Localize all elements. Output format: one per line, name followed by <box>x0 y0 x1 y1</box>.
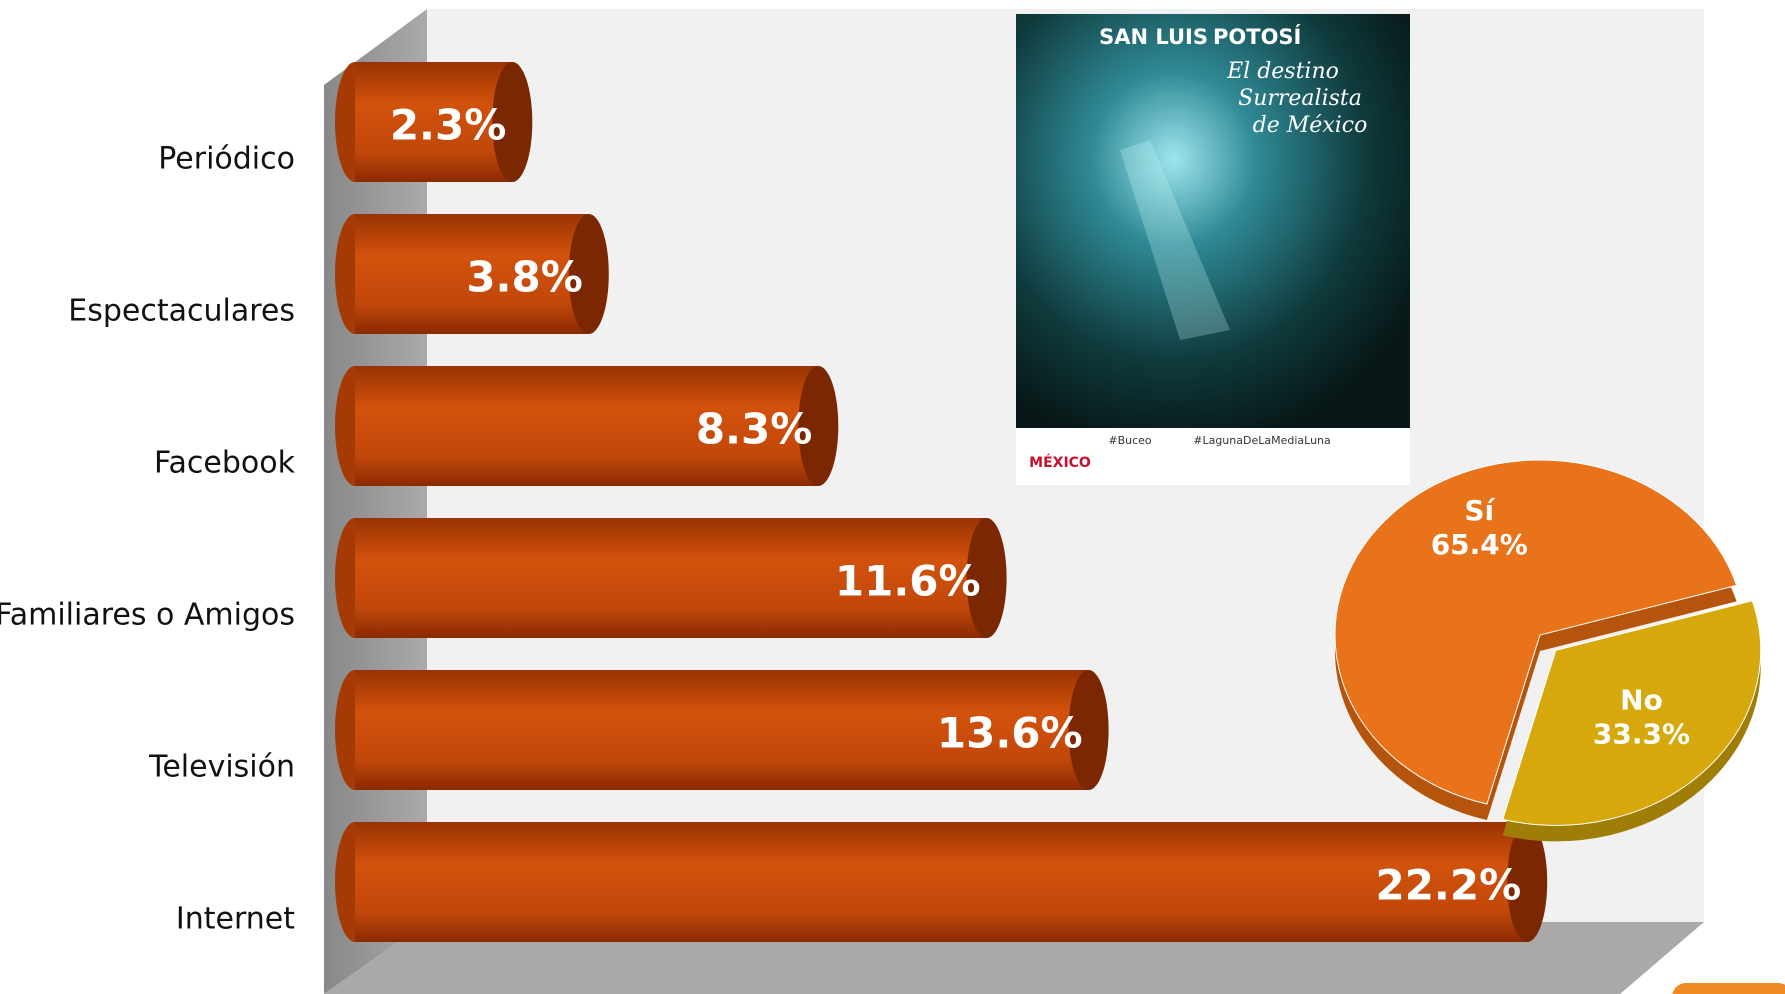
value-label: 2.3% <box>390 101 506 150</box>
poster-photo <box>1016 14 1410 428</box>
bar <box>355 214 589 334</box>
bar-cap <box>1068 670 1109 790</box>
bar-cap <box>492 62 533 182</box>
value-label: 13.6% <box>937 709 1083 758</box>
poster: SAN LUIS POTOSÍ El destino Surrealista d… <box>1016 14 1410 485</box>
bar-chart: Periódico 2.3% Espectaculares 3.8% Facebook 8… <box>0 62 1548 942</box>
category-label: Televisión <box>148 750 295 785</box>
poster-tag: #Buceo <box>1108 434 1152 447</box>
value-label: 11.6% <box>835 557 981 606</box>
light-ray <box>1120 140 1230 340</box>
pie-category: No <box>1620 684 1663 717</box>
bar <box>355 822 1528 942</box>
bar-cap <box>798 366 839 486</box>
bar <box>355 670 1089 790</box>
category-label: Periódico <box>158 142 295 177</box>
poster-logo: MÉXICO <box>1029 454 1091 471</box>
pie-slice <box>1502 600 1762 826</box>
poster-title: POTOSÍ <box>1213 24 1302 49</box>
pie-value-label: 65.4% <box>1431 528 1528 561</box>
value-label: 3.8% <box>466 253 582 302</box>
bar-cap <box>966 518 1007 638</box>
pie-value-label: 33.3% <box>1593 718 1690 751</box>
pie-category: Sí <box>1464 494 1495 527</box>
poster-slogan: Surrealista <box>1238 86 1362 111</box>
corner-badge <box>1672 983 1785 994</box>
value-label: 22.2% <box>1375 861 1521 910</box>
category-label: Espectaculares <box>68 294 295 329</box>
poster-tag: #LagunaDeLaMediaLuna <box>1193 434 1331 447</box>
bar <box>355 62 513 182</box>
poster-title: SAN LUIS <box>1099 25 1208 49</box>
bar-cap <box>568 214 609 334</box>
poster-slogan: de México <box>1253 113 1368 138</box>
category-label: Familiares o Amigos <box>0 598 295 633</box>
bar <box>355 518 987 638</box>
pie-slice <box>1334 459 1738 805</box>
bar <box>355 366 819 486</box>
category-label: Internet <box>176 902 295 937</box>
poster-slogan: El destino <box>1226 59 1339 84</box>
category-label: Facebook <box>154 446 296 481</box>
value-label: 8.3% <box>696 405 812 454</box>
bar-cap <box>1507 822 1548 942</box>
